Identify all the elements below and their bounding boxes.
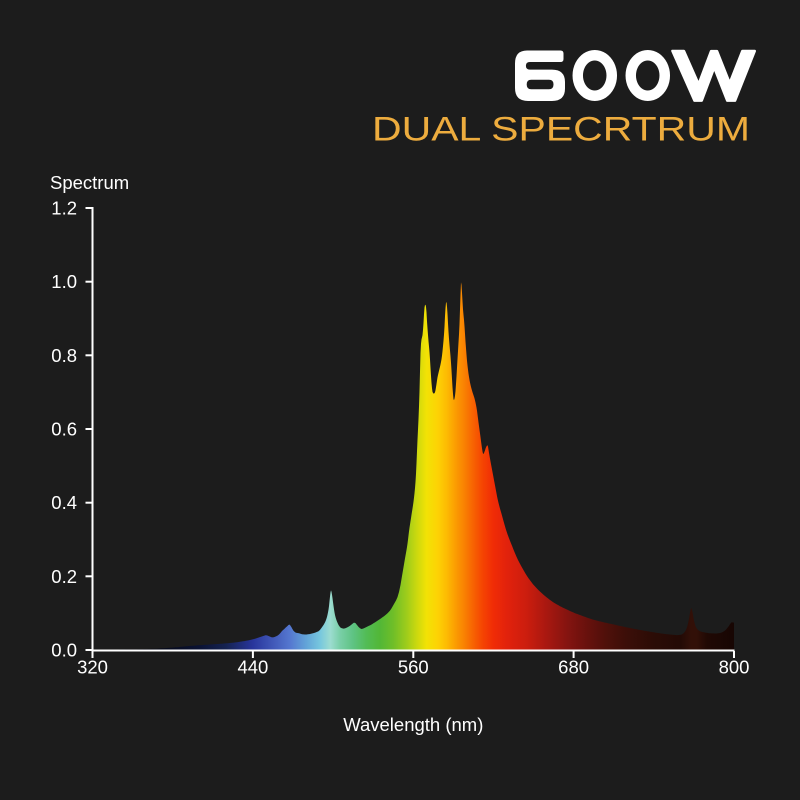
svg-text:0.2: 0.2 — [51, 566, 77, 587]
svg-text:680: 680 — [558, 657, 589, 678]
svg-text:DUAL SPECRTRUM: DUAL SPECRTRUM — [372, 111, 750, 149]
svg-text:800: 800 — [719, 657, 750, 678]
svg-text:0.4: 0.4 — [51, 492, 77, 513]
svg-text:0.0: 0.0 — [51, 640, 77, 661]
svg-text:Spectrum: Spectrum — [50, 172, 129, 193]
svg-text:440: 440 — [237, 657, 268, 678]
svg-text:0.6: 0.6 — [51, 419, 77, 440]
svg-text:1.0: 1.0 — [51, 271, 77, 292]
svg-text:Wavelength (nm): Wavelength (nm) — [343, 714, 483, 735]
svg-text:0.8: 0.8 — [51, 345, 77, 366]
svg-text:320: 320 — [77, 657, 108, 678]
svg-text:560: 560 — [398, 657, 429, 678]
svg-text:1.2: 1.2 — [51, 198, 77, 219]
